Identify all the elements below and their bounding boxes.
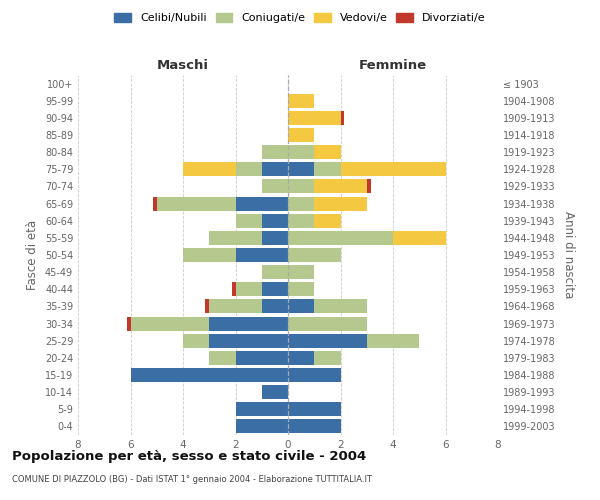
Bar xyxy=(131,316,209,330)
Bar xyxy=(262,231,288,245)
Bar xyxy=(235,351,288,365)
Bar xyxy=(288,111,341,125)
Bar xyxy=(341,111,344,125)
Text: Femmine: Femmine xyxy=(359,58,427,71)
Bar xyxy=(288,334,367,347)
Bar xyxy=(288,94,314,108)
Bar xyxy=(314,145,341,159)
Bar xyxy=(209,316,288,330)
Bar xyxy=(288,265,314,279)
Bar xyxy=(209,300,262,314)
Bar xyxy=(130,368,288,382)
Legend: Celibi/Nubili, Coniugati/e, Vedovi/e, Divorziati/e: Celibi/Nubili, Coniugati/e, Vedovi/e, Di… xyxy=(112,10,488,26)
Bar xyxy=(262,214,288,228)
Bar xyxy=(288,145,314,159)
Bar xyxy=(314,351,341,365)
Text: Maschi: Maschi xyxy=(157,58,209,71)
Y-axis label: Anni di nascita: Anni di nascita xyxy=(562,212,575,298)
Text: COMUNE DI PIAZZOLO (BG) - Dati ISTAT 1° gennaio 2004 - Elaborazione TUTTITALIA.I: COMUNE DI PIAZZOLO (BG) - Dati ISTAT 1° … xyxy=(12,475,372,484)
Bar xyxy=(262,145,288,159)
Bar xyxy=(288,402,341,416)
Bar xyxy=(235,420,288,434)
Bar xyxy=(314,180,367,194)
Bar xyxy=(288,231,393,245)
Bar xyxy=(314,196,367,210)
Bar xyxy=(288,196,314,210)
Bar xyxy=(367,180,371,194)
Bar xyxy=(288,162,314,176)
Bar xyxy=(183,248,235,262)
Bar xyxy=(235,162,262,176)
Bar xyxy=(288,420,341,434)
Bar xyxy=(262,265,288,279)
Bar xyxy=(209,334,288,347)
Y-axis label: Fasce di età: Fasce di età xyxy=(26,220,39,290)
Bar xyxy=(262,282,288,296)
Bar xyxy=(235,214,262,228)
Bar xyxy=(157,196,235,210)
Bar xyxy=(288,180,314,194)
Bar xyxy=(288,214,314,228)
Bar xyxy=(393,231,445,245)
Bar xyxy=(262,180,288,194)
Bar xyxy=(209,231,262,245)
Bar xyxy=(153,196,157,210)
Bar xyxy=(262,300,288,314)
Bar xyxy=(235,248,288,262)
Bar xyxy=(288,128,314,142)
Bar xyxy=(183,162,235,176)
Bar xyxy=(288,248,341,262)
Bar xyxy=(314,214,341,228)
Bar xyxy=(127,316,130,330)
Bar xyxy=(288,300,314,314)
Bar xyxy=(205,300,209,314)
Bar xyxy=(341,162,445,176)
Bar xyxy=(232,282,235,296)
Text: Popolazione per età, sesso e stato civile - 2004: Popolazione per età, sesso e stato civil… xyxy=(12,450,366,463)
Bar xyxy=(288,282,314,296)
Bar xyxy=(235,196,288,210)
Bar xyxy=(209,351,235,365)
Bar xyxy=(235,402,288,416)
Bar xyxy=(288,316,367,330)
Bar xyxy=(367,334,419,347)
Bar xyxy=(262,162,288,176)
Bar xyxy=(288,368,341,382)
Bar xyxy=(314,162,341,176)
Bar xyxy=(262,385,288,399)
Bar xyxy=(288,351,314,365)
Bar xyxy=(235,282,262,296)
Bar xyxy=(183,334,209,347)
Bar xyxy=(314,300,367,314)
